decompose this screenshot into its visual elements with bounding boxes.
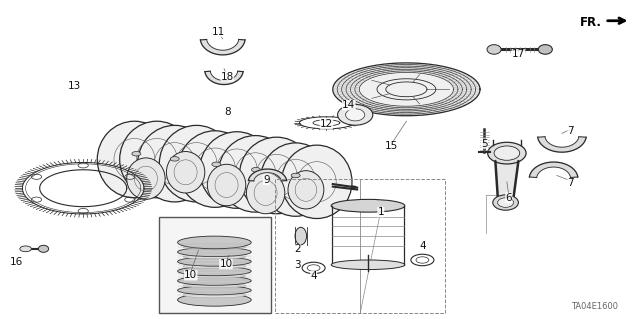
- Ellipse shape: [207, 164, 246, 206]
- Circle shape: [20, 246, 31, 252]
- Ellipse shape: [332, 260, 405, 270]
- Text: 9: 9: [263, 175, 269, 185]
- Text: 10: 10: [220, 259, 232, 269]
- Ellipse shape: [282, 145, 352, 219]
- Ellipse shape: [493, 195, 518, 210]
- Ellipse shape: [494, 146, 520, 160]
- Text: 4: 4: [310, 271, 317, 281]
- Ellipse shape: [183, 274, 246, 278]
- Ellipse shape: [178, 236, 252, 249]
- Circle shape: [252, 167, 260, 172]
- Circle shape: [170, 157, 179, 161]
- Polygon shape: [495, 161, 518, 199]
- Ellipse shape: [288, 171, 324, 209]
- Ellipse shape: [498, 198, 514, 207]
- Ellipse shape: [246, 172, 285, 214]
- Ellipse shape: [183, 245, 246, 249]
- Ellipse shape: [346, 109, 365, 121]
- Circle shape: [291, 173, 300, 178]
- Ellipse shape: [260, 143, 331, 216]
- Ellipse shape: [338, 105, 373, 125]
- Text: 1: 1: [378, 207, 384, 217]
- Bar: [159, 217, 271, 313]
- Text: 18: 18: [221, 71, 234, 82]
- Ellipse shape: [120, 121, 194, 198]
- Ellipse shape: [183, 292, 246, 298]
- Text: 15: 15: [385, 141, 398, 151]
- Text: 2: 2: [294, 244, 301, 255]
- Ellipse shape: [178, 257, 252, 266]
- Text: 10: 10: [184, 270, 197, 280]
- Bar: [275, 179, 445, 313]
- Ellipse shape: [38, 245, 49, 252]
- Text: 6: 6: [506, 193, 512, 203]
- Ellipse shape: [178, 286, 252, 295]
- Text: FR.: FR.: [580, 16, 602, 29]
- Ellipse shape: [178, 131, 252, 207]
- Text: 11: 11: [212, 27, 225, 37]
- Ellipse shape: [200, 132, 274, 208]
- Text: 8: 8: [224, 107, 230, 117]
- Polygon shape: [529, 162, 578, 177]
- Ellipse shape: [127, 158, 165, 199]
- Ellipse shape: [295, 227, 307, 245]
- Polygon shape: [359, 72, 454, 106]
- Polygon shape: [164, 226, 213, 243]
- Ellipse shape: [218, 136, 292, 212]
- Ellipse shape: [178, 248, 252, 256]
- Ellipse shape: [183, 255, 246, 259]
- Polygon shape: [203, 237, 252, 254]
- Ellipse shape: [166, 152, 205, 193]
- Polygon shape: [248, 169, 287, 181]
- Text: 13: 13: [68, 81, 81, 91]
- Ellipse shape: [183, 264, 246, 268]
- Polygon shape: [205, 71, 243, 85]
- Text: 16: 16: [10, 257, 23, 267]
- Polygon shape: [333, 63, 480, 116]
- Ellipse shape: [138, 125, 212, 202]
- Text: TA04E1600: TA04E1600: [571, 302, 618, 311]
- Ellipse shape: [239, 137, 314, 214]
- Ellipse shape: [538, 45, 552, 54]
- Text: 5: 5: [481, 138, 488, 149]
- Ellipse shape: [159, 125, 234, 202]
- Text: 4: 4: [419, 241, 426, 251]
- Text: 14: 14: [342, 100, 355, 110]
- Ellipse shape: [178, 276, 252, 285]
- Text: 3: 3: [294, 260, 301, 271]
- Ellipse shape: [487, 45, 501, 54]
- Text: 7: 7: [568, 178, 574, 189]
- Text: 17: 17: [512, 49, 525, 59]
- Polygon shape: [538, 137, 586, 152]
- Ellipse shape: [97, 121, 172, 198]
- Polygon shape: [200, 40, 245, 55]
- Text: 12: 12: [320, 119, 333, 129]
- Ellipse shape: [488, 142, 526, 164]
- Text: 7: 7: [568, 126, 574, 137]
- Ellipse shape: [332, 199, 405, 212]
- Ellipse shape: [178, 267, 252, 276]
- Ellipse shape: [178, 293, 252, 306]
- Ellipse shape: [183, 284, 246, 287]
- Circle shape: [212, 162, 221, 167]
- Circle shape: [132, 152, 141, 156]
